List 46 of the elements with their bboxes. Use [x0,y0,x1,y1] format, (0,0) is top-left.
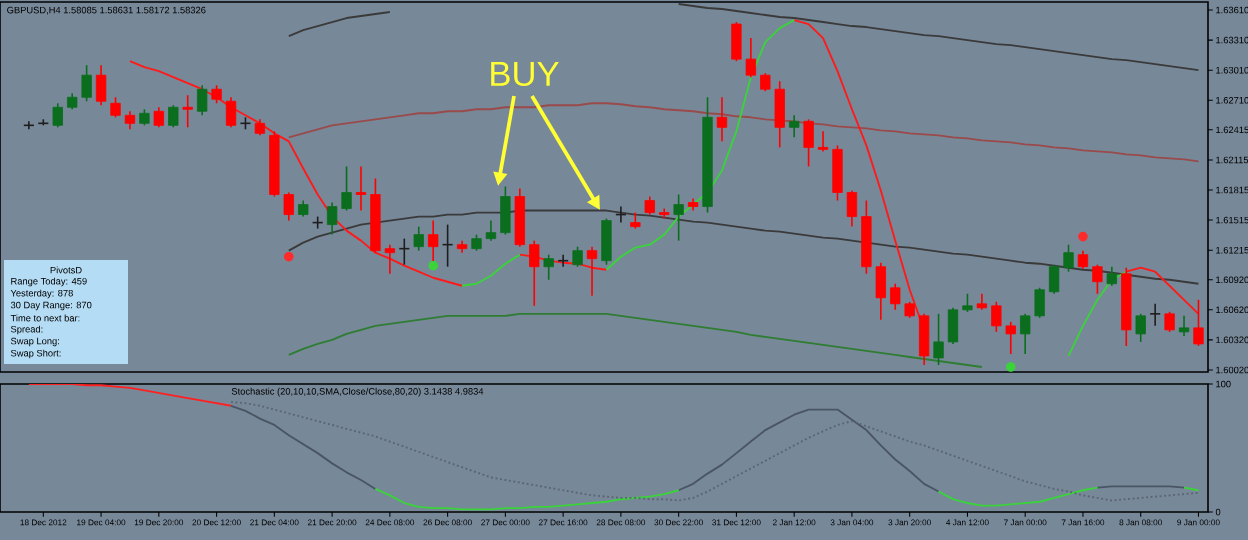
candlestick [817,130,829,153]
candlestick [1063,243,1074,273]
candlestick [644,195,655,216]
candlestick [211,84,222,105]
candlestick [1164,311,1175,333]
candlestick [1048,263,1060,295]
point [1005,362,1016,372]
candlestick [110,96,121,119]
candlestick [716,96,728,143]
candlestick [586,245,598,297]
candlestick [95,64,107,107]
candlestick [543,253,554,281]
candlestick [1149,303,1162,327]
candlestick [1092,263,1103,295]
candlestick [918,313,930,366]
candlestick [52,102,63,129]
candlestick [1193,299,1204,347]
candlestick [846,189,858,228]
candlestick [153,106,164,129]
candlestick [1135,313,1146,343]
candlestick [1106,265,1117,287]
candlestick [529,239,540,307]
candlestick [947,307,959,345]
annotation: BUY [491,61,559,87]
candlestick [500,185,511,236]
candlestick [485,219,497,242]
candlestick [832,144,843,202]
point [283,251,294,262]
candlestick [962,292,973,313]
candlestick [225,96,237,129]
candlestick [182,94,193,129]
candlestick [168,104,179,129]
candlestick [572,245,583,268]
candlestick [803,118,814,168]
candlestick [789,114,800,139]
candlestick [355,165,367,212]
candlestick [196,84,208,117]
candlestick [1077,249,1089,270]
point [428,260,438,271]
candlestick [673,193,684,242]
candlestick [1178,315,1190,337]
candlestick [601,217,612,266]
candlestick [124,110,136,131]
candlestick [413,225,424,252]
point [1078,231,1088,242]
candlestick [933,313,944,366]
